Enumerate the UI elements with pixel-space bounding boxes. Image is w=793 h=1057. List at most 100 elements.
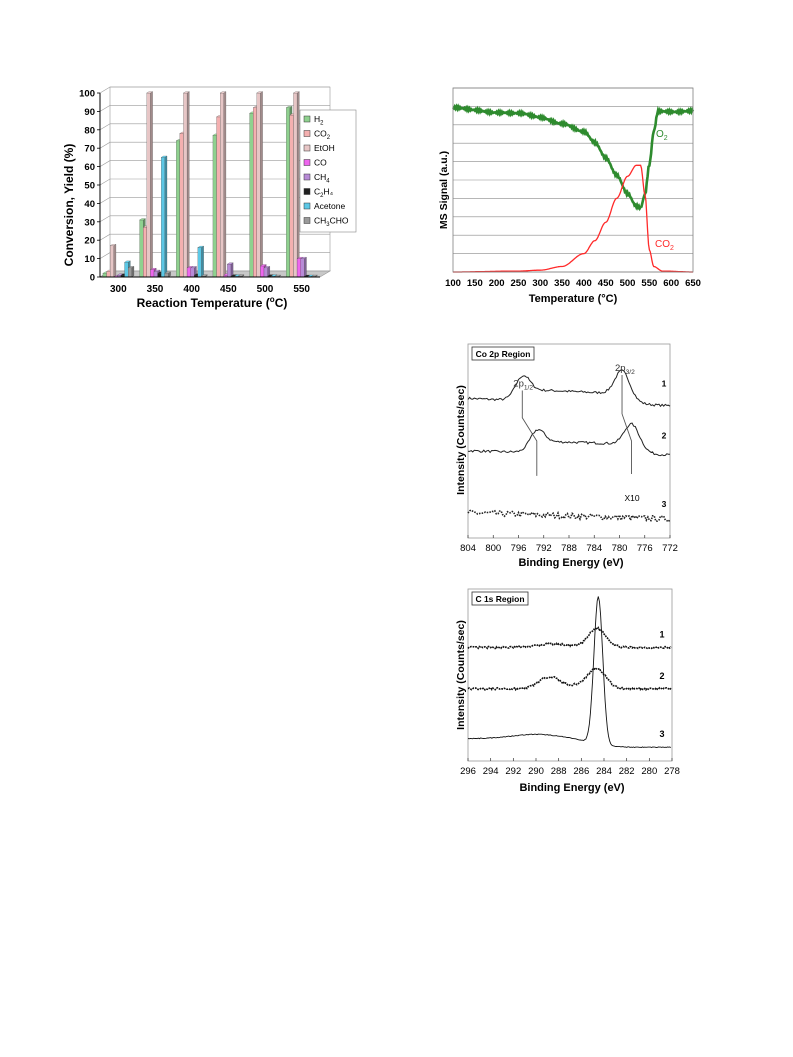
- spectrum-line: [467, 509, 671, 523]
- plot-frame: [467, 588, 673, 762]
- bar-front: [102, 273, 107, 278]
- bar-top: [153, 269, 161, 272]
- title-box: [471, 346, 535, 361]
- c-spectra: [467, 596, 672, 748]
- legend-label: Acetone: [314, 201, 345, 211]
- x-tick-label: 780: [612, 543, 628, 554]
- y-tick-label: 60: [84, 162, 95, 173]
- bar-front: [190, 267, 195, 278]
- bar-front: [212, 135, 217, 278]
- bar-front: [296, 258, 301, 278]
- legend-label: H2: [314, 114, 323, 127]
- x-tick-label: 804: [460, 543, 476, 554]
- bar: [146, 91, 154, 278]
- x-tick-label: 250: [511, 278, 527, 289]
- bar-top: [270, 274, 278, 277]
- spectrum-line: [467, 369, 671, 408]
- x-tick-label: 776: [637, 543, 653, 554]
- spectrum-line: [467, 422, 671, 457]
- bar-front: [179, 133, 184, 278]
- bar-front: [110, 245, 114, 278]
- x-tick-label: 286: [573, 766, 589, 777]
- bar-front: [106, 271, 111, 278]
- bar-side: [150, 91, 153, 278]
- ms-signal-line-chart: 100 150 200 250 300 350 400 450 500 550 600 650 MS …: [438, 87, 701, 305]
- bar-top: [127, 266, 135, 268]
- series-line: [452, 103, 695, 212]
- x-tick-label: 450: [220, 284, 237, 295]
- bar-top: [109, 244, 117, 246]
- x-tick-label: 400: [183, 284, 200, 295]
- bar-front: [143, 227, 147, 278]
- bar-side: [164, 155, 168, 278]
- bar-top: [164, 271, 172, 274]
- y-tick-label: 70: [84, 144, 95, 155]
- bar-top: [226, 262, 234, 265]
- c-frame: C 1s Region: [467, 588, 673, 762]
- conversion-yield-bar-chart: 0 10 20 30 40 50 60 70 80 90 100 300 350 400 450 500 550…: [62, 86, 357, 310]
- bar-front: [289, 114, 294, 278]
- bar-front: [197, 247, 202, 278]
- spectrum-number: 3: [659, 729, 664, 739]
- bar-top: [201, 274, 208, 277]
- x-tick-label: 284: [596, 766, 612, 777]
- bar-top: [219, 91, 227, 94]
- x-tick-label: 650: [685, 278, 701, 289]
- bar-top: [274, 274, 282, 277]
- bar-top: [300, 257, 307, 259]
- bar-front: [249, 113, 254, 278]
- co-annotations: 2p1/2 2p3/2 X10: [513, 363, 640, 503]
- bar-side: [296, 91, 300, 278]
- bar-top: [190, 266, 197, 268]
- bar: [256, 91, 264, 278]
- bar: [219, 91, 227, 278]
- ms-axes: 100 150 200 250 300 350 400 450 500 550 600 650: [445, 87, 701, 289]
- spectrum-number: 3: [662, 499, 667, 509]
- y-tick-label: 100: [79, 89, 95, 100]
- spectrum-number: 1: [659, 629, 664, 639]
- x-tick-label: 600: [663, 278, 679, 289]
- bar-x-axis-label: Reaction Temperature (oC): [137, 295, 288, 310]
- bar: [226, 262, 234, 278]
- y-tick-label: 90: [84, 107, 95, 118]
- ms-series-labels: O2 CO2: [655, 129, 674, 252]
- peak-label-2p32: 2p3/2: [615, 363, 635, 376]
- bar-side: [223, 91, 227, 278]
- bar-side: [113, 244, 117, 278]
- y-tick-label: 0: [90, 273, 95, 284]
- y-tick-label: 20: [84, 236, 95, 247]
- bar-top: [237, 274, 245, 277]
- x-tick-label: 280: [641, 766, 657, 777]
- x-tick-label: 550: [293, 284, 310, 295]
- bar-front: [260, 265, 265, 278]
- x-tick-label: 500: [620, 278, 636, 289]
- x-tick-label: 100: [445, 278, 461, 289]
- bar: [109, 244, 117, 278]
- x-tick-label: 150: [467, 278, 483, 289]
- chart-title: Co 2p Region: [476, 349, 531, 359]
- bar-side: [260, 91, 263, 278]
- spectrum-number: 2: [662, 431, 667, 441]
- scale-label: X10: [624, 493, 639, 503]
- spectrum-number: 2: [659, 671, 664, 681]
- bar-top: [124, 260, 131, 263]
- bar-front: [293, 92, 298, 278]
- gridline: [99, 105, 330, 112]
- bar-top: [263, 266, 271, 268]
- bar-top: [256, 91, 264, 94]
- legend-label: CO: [314, 158, 327, 168]
- legend-swatch: [303, 188, 311, 195]
- legend-label: EtOH: [314, 143, 335, 153]
- y-tick-label: 80: [84, 125, 95, 136]
- bar-side: [131, 266, 135, 278]
- bar-front: [124, 262, 129, 278]
- legend-swatch: [303, 173, 311, 181]
- legend-swatch: [303, 202, 311, 210]
- peak-shift-line: [521, 390, 538, 476]
- plot-frame: [452, 87, 694, 273]
- x-tick-label: 292: [505, 766, 521, 777]
- chart-title: C 1s Region: [475, 594, 524, 604]
- legend-swatch: [303, 130, 311, 137]
- x-tick-label: 300: [110, 284, 127, 295]
- bar: [164, 271, 172, 278]
